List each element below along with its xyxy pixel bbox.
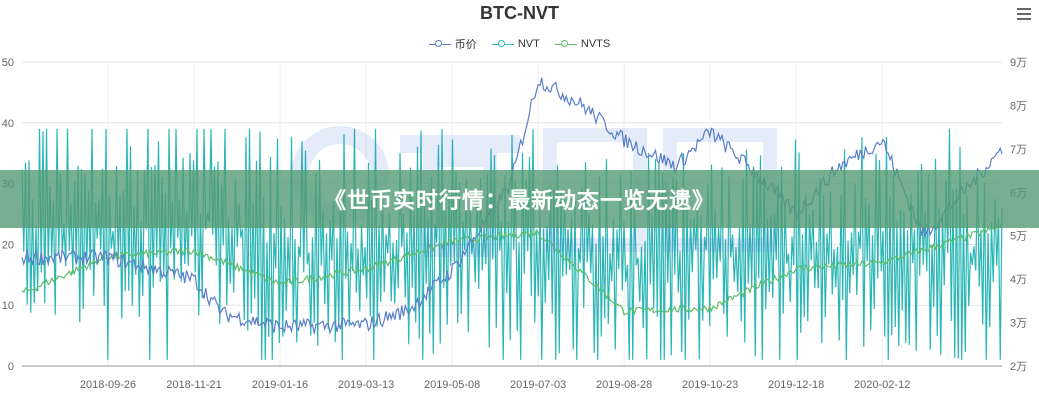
- series-line-nvts: [21, 222, 1003, 316]
- x-tick-label: 2019-10-23: [682, 379, 738, 391]
- legend-swatch-nvt: [491, 38, 514, 50]
- x-tick-label: 2018-11-21: [166, 379, 221, 391]
- banner-text: 《世币实时行情：最新动态一览无遗》: [323, 189, 715, 214]
- legend-item-nvt[interactable]: NVT: [491, 38, 540, 50]
- legend-label-nvts: NVTS: [580, 38, 611, 50]
- y-left-tick-label: 0: [8, 361, 14, 373]
- series-line-nvt: [21, 128, 1003, 360]
- legend-swatch-price: [428, 38, 451, 50]
- legend-item-price[interactable]: 币价: [428, 36, 477, 52]
- legend-swatch-nvts: [554, 38, 577, 50]
- x-tick-label: 2019-08-28: [596, 379, 652, 391]
- x-tick-label: 2019-01-16: [252, 379, 308, 391]
- title-banner: 《世币实时行情：最新动态一览无遗》: [0, 170, 1039, 228]
- y-right-tick-label: 8万: [1010, 100, 1027, 112]
- menu-icon[interactable]: [1017, 8, 1031, 20]
- legend-item-nvts[interactable]: NVTS: [554, 38, 611, 50]
- y-right-tick-label: 5万: [1010, 231, 1027, 243]
- chart-legend: 币价 NVT NVTS: [0, 36, 1039, 53]
- y-right-tick-label: 7万: [1010, 144, 1027, 156]
- legend-label-nvt: NVT: [517, 38, 540, 50]
- x-tick-label: 2018-09-26: [80, 379, 136, 391]
- y-left-tick-label: 20: [2, 239, 14, 251]
- y-left-tick-label: 10: [2, 300, 14, 312]
- x-tick-label: 2019-12-18: [768, 379, 824, 391]
- y-left-tick-label: 50: [2, 57, 14, 69]
- x-tick-label: 2020-02-12: [854, 379, 910, 391]
- x-tick-label: 2019-05-08: [424, 379, 480, 391]
- legend-label-price: 币价: [454, 39, 477, 51]
- y-left-tick-label: 40: [2, 118, 14, 130]
- y-right-tick-label: 9万: [1010, 57, 1027, 69]
- x-tick-label: 2019-07-03: [510, 379, 566, 391]
- y-right-tick-label: 3万: [1010, 318, 1027, 330]
- x-tick-label: 2019-03-13: [338, 379, 394, 391]
- y-right-tick-label: 2万: [1010, 361, 1027, 373]
- chart-title: BTC-NVT: [480, 3, 559, 23]
- y-right-tick-label: 4万: [1010, 274, 1027, 286]
